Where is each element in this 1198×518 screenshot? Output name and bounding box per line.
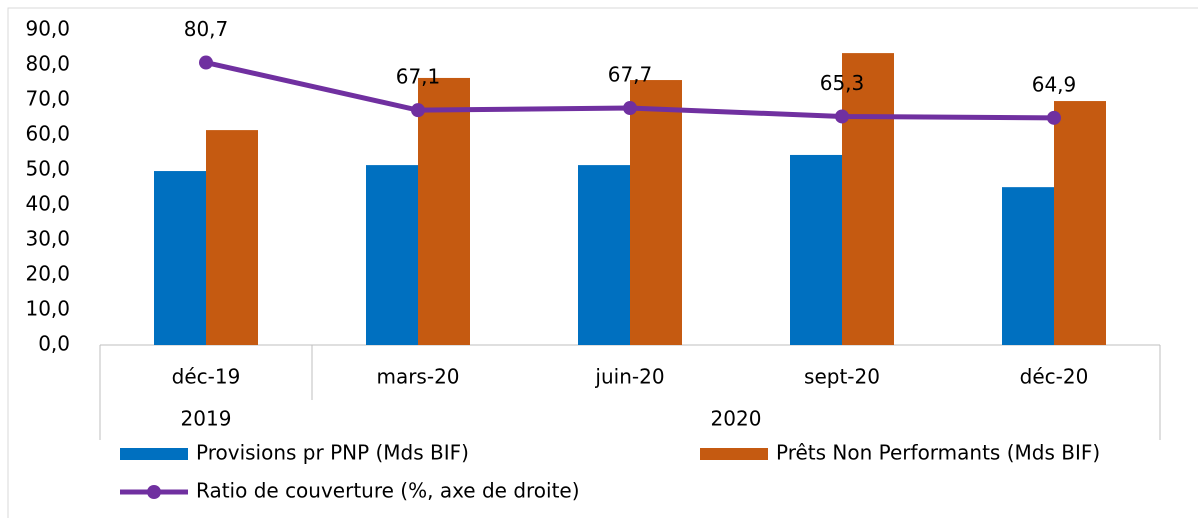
- x-tick-label: déc-19: [172, 365, 241, 389]
- bar: [366, 165, 418, 345]
- y-tick-label: 0,0: [38, 332, 70, 356]
- chart-frame: [7, 7, 1198, 518]
- line-marker: [1047, 110, 1061, 125]
- y-tick-label: 70,0: [25, 87, 70, 111]
- legend-swatch: [700, 448, 768, 460]
- bar: [154, 171, 206, 345]
- bar: [578, 165, 630, 345]
- legend-swatch: [120, 448, 188, 460]
- line-marker: [411, 103, 425, 118]
- y-tick-label: 60,0: [25, 122, 70, 146]
- bar: [1002, 187, 1054, 345]
- legend-label: Ratio de couverture (%, axe de droite): [196, 479, 580, 503]
- group-label: 2019: [181, 407, 232, 431]
- y-tick-label: 20,0: [25, 262, 70, 286]
- line-marker: [623, 101, 637, 116]
- y-tick-label: 50,0: [25, 157, 70, 181]
- legend-label: Prêts Non Performants (Mds BIF): [776, 441, 1100, 465]
- bar: [418, 77, 470, 345]
- data-label: 64,9: [1032, 72, 1077, 96]
- y-tick-label: 30,0: [25, 227, 70, 251]
- y-tick-label: 90,0: [25, 17, 70, 41]
- data-label: 67,1: [396, 65, 441, 89]
- legend-marker: [147, 485, 161, 499]
- line-marker: [199, 55, 213, 70]
- line-marker: [835, 109, 849, 124]
- group-label: 2020: [711, 407, 762, 431]
- x-tick-label: juin-20: [594, 365, 664, 389]
- legend-label: Provisions pr PNP (Mds BIF): [196, 441, 469, 465]
- x-tick-label: sept-20: [804, 365, 880, 389]
- bar: [1054, 101, 1106, 345]
- x-tick-label: déc-20: [1020, 365, 1089, 389]
- data-label: 80,7: [184, 17, 229, 41]
- data-label: 65,3: [820, 71, 865, 95]
- bar: [630, 80, 682, 346]
- bar: [790, 154, 842, 345]
- y-tick-label: 10,0: [25, 297, 70, 321]
- y-tick-label: 40,0: [25, 192, 70, 216]
- bar: [842, 53, 894, 345]
- x-tick-label: mars-20: [376, 365, 459, 389]
- data-label: 67,7: [608, 63, 653, 87]
- y-tick-label: 80,0: [25, 52, 70, 76]
- bar: [206, 130, 258, 345]
